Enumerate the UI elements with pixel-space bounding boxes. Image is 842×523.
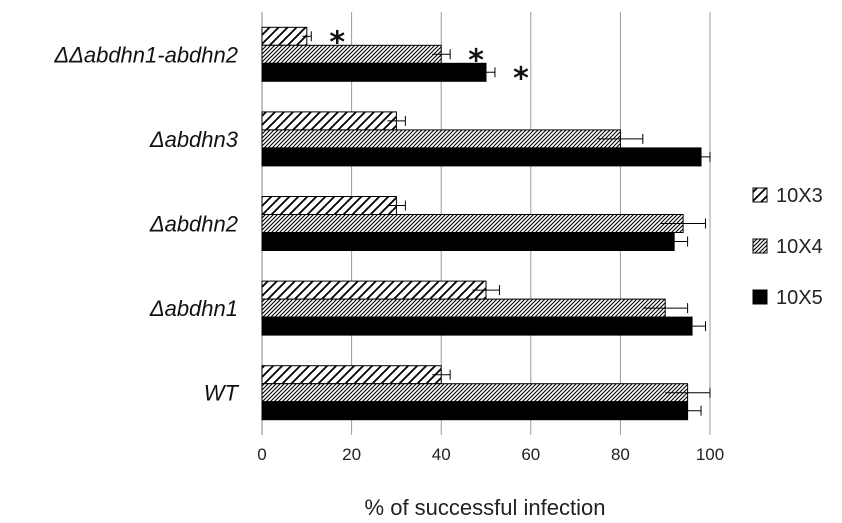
bar bbox=[261, 26, 308, 46]
significance-star: * bbox=[468, 43, 484, 78]
legend-label: 10X3 bbox=[776, 185, 823, 207]
bar bbox=[261, 111, 397, 131]
significance-star: * bbox=[329, 25, 345, 60]
bar bbox=[261, 365, 442, 385]
bar bbox=[261, 62, 487, 82]
x-axis-title: % of successful infection bbox=[365, 495, 606, 520]
bar bbox=[261, 196, 397, 215]
axis-labels: 0 20 40 60 80 100 ΔΔabdhn1-abdhn2 Δabdhn3 Δabdhn… bbox=[53, 42, 724, 464]
bar bbox=[261, 129, 621, 149]
category-label: ΔΔabdhn1-abdhn2 bbox=[53, 42, 238, 67]
category-label: Δabdhn1 bbox=[149, 296, 238, 321]
category-label: WT bbox=[204, 381, 240, 406]
bar bbox=[261, 232, 675, 251]
legend: 10X3 10X4 10X5 bbox=[752, 185, 823, 309]
legend-swatch bbox=[752, 238, 768, 254]
bar bbox=[261, 44, 442, 64]
bar bbox=[261, 401, 689, 421]
legend-label: 10X5 bbox=[776, 287, 823, 309]
x-tick-label: 60 bbox=[521, 445, 540, 464]
legend-swatch bbox=[752, 289, 768, 305]
category-label: Δabdhn3 bbox=[149, 127, 239, 152]
bar bbox=[261, 383, 689, 403]
x-tick-label: 20 bbox=[342, 445, 361, 464]
legend-label: 10X4 bbox=[776, 236, 823, 258]
x-tick-label: 80 bbox=[611, 445, 630, 464]
x-tick-label: 0 bbox=[257, 445, 266, 464]
x-tick-label: 40 bbox=[432, 445, 451, 464]
legend-swatch bbox=[752, 187, 768, 203]
bar bbox=[261, 214, 684, 233]
bar bbox=[261, 280, 487, 300]
category-label: Δabdhn2 bbox=[149, 212, 238, 237]
x-tick-label: 100 bbox=[696, 445, 724, 464]
bar bbox=[261, 147, 702, 167]
bars: * * * bbox=[261, 25, 711, 421]
bar bbox=[261, 298, 666, 318]
bar bbox=[261, 316, 693, 336]
significance-star: * bbox=[513, 61, 529, 96]
